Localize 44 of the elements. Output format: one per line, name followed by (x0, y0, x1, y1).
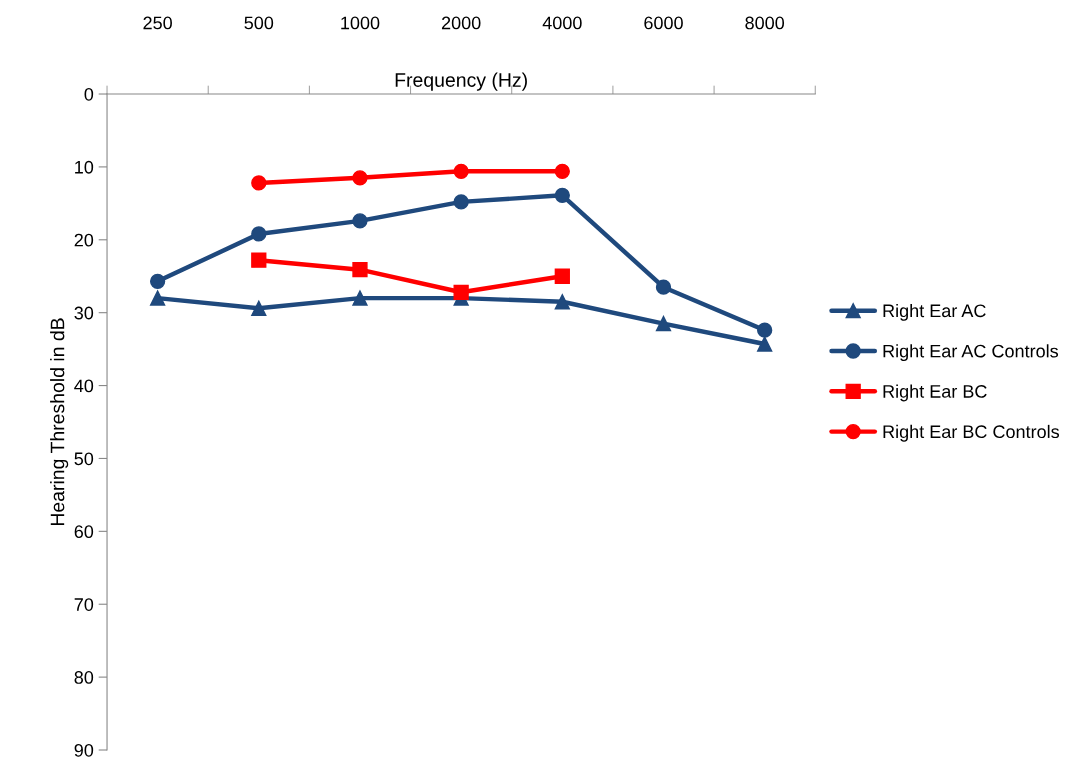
point (554, 268, 570, 284)
y-axis-title: Hearing Threshold in dB (50, 318, 69, 526)
point (352, 213, 368, 229)
legend-label: Right Ear AC Controls (883, 344, 1059, 362)
x-tick-label: 1000 (341, 16, 380, 30)
y-tick-label: 70 (74, 598, 94, 611)
point (251, 252, 267, 268)
point (453, 194, 469, 210)
point (352, 290, 368, 306)
y-tick-label: 30 (74, 306, 94, 320)
point (757, 322, 773, 338)
legend-label: Right Ear BC Controls (883, 424, 1060, 442)
point (251, 226, 267, 242)
point (352, 262, 368, 278)
point (453, 163, 469, 179)
y-tick-label: 20 (74, 233, 94, 247)
x-tick-label: 500 (244, 16, 274, 30)
y-tick-label: 60 (74, 525, 94, 539)
x-tick-label: 4000 (542, 16, 582, 30)
point (757, 336, 773, 352)
point (149, 273, 166, 289)
legend-label: Right Ear BC (883, 384, 987, 402)
point (655, 315, 672, 332)
point (251, 300, 267, 316)
point (554, 187, 570, 203)
x-tick-label: 2000 (441, 16, 481, 30)
x-tick-label: 8000 (745, 16, 785, 30)
y-tick-label: 40 (74, 379, 94, 393)
legend-label: Right Ear AC (883, 303, 986, 321)
y-tick-label: 0 (84, 87, 94, 101)
point (554, 163, 570, 179)
x-axis-title: Frequency (Hz) (395, 72, 527, 91)
x-tick-label: 6000 (644, 16, 683, 30)
y-tick-label: 80 (74, 671, 94, 684)
y-tick-label: 90 (74, 743, 94, 757)
point (251, 175, 267, 191)
y-tick-label: 50 (74, 452, 94, 466)
y-tick-label: 10 (75, 160, 94, 174)
point (453, 284, 469, 300)
point (655, 279, 672, 295)
point (149, 290, 166, 306)
point (554, 294, 570, 310)
point (352, 170, 368, 186)
x-tick-label: 250 (143, 16, 172, 30)
